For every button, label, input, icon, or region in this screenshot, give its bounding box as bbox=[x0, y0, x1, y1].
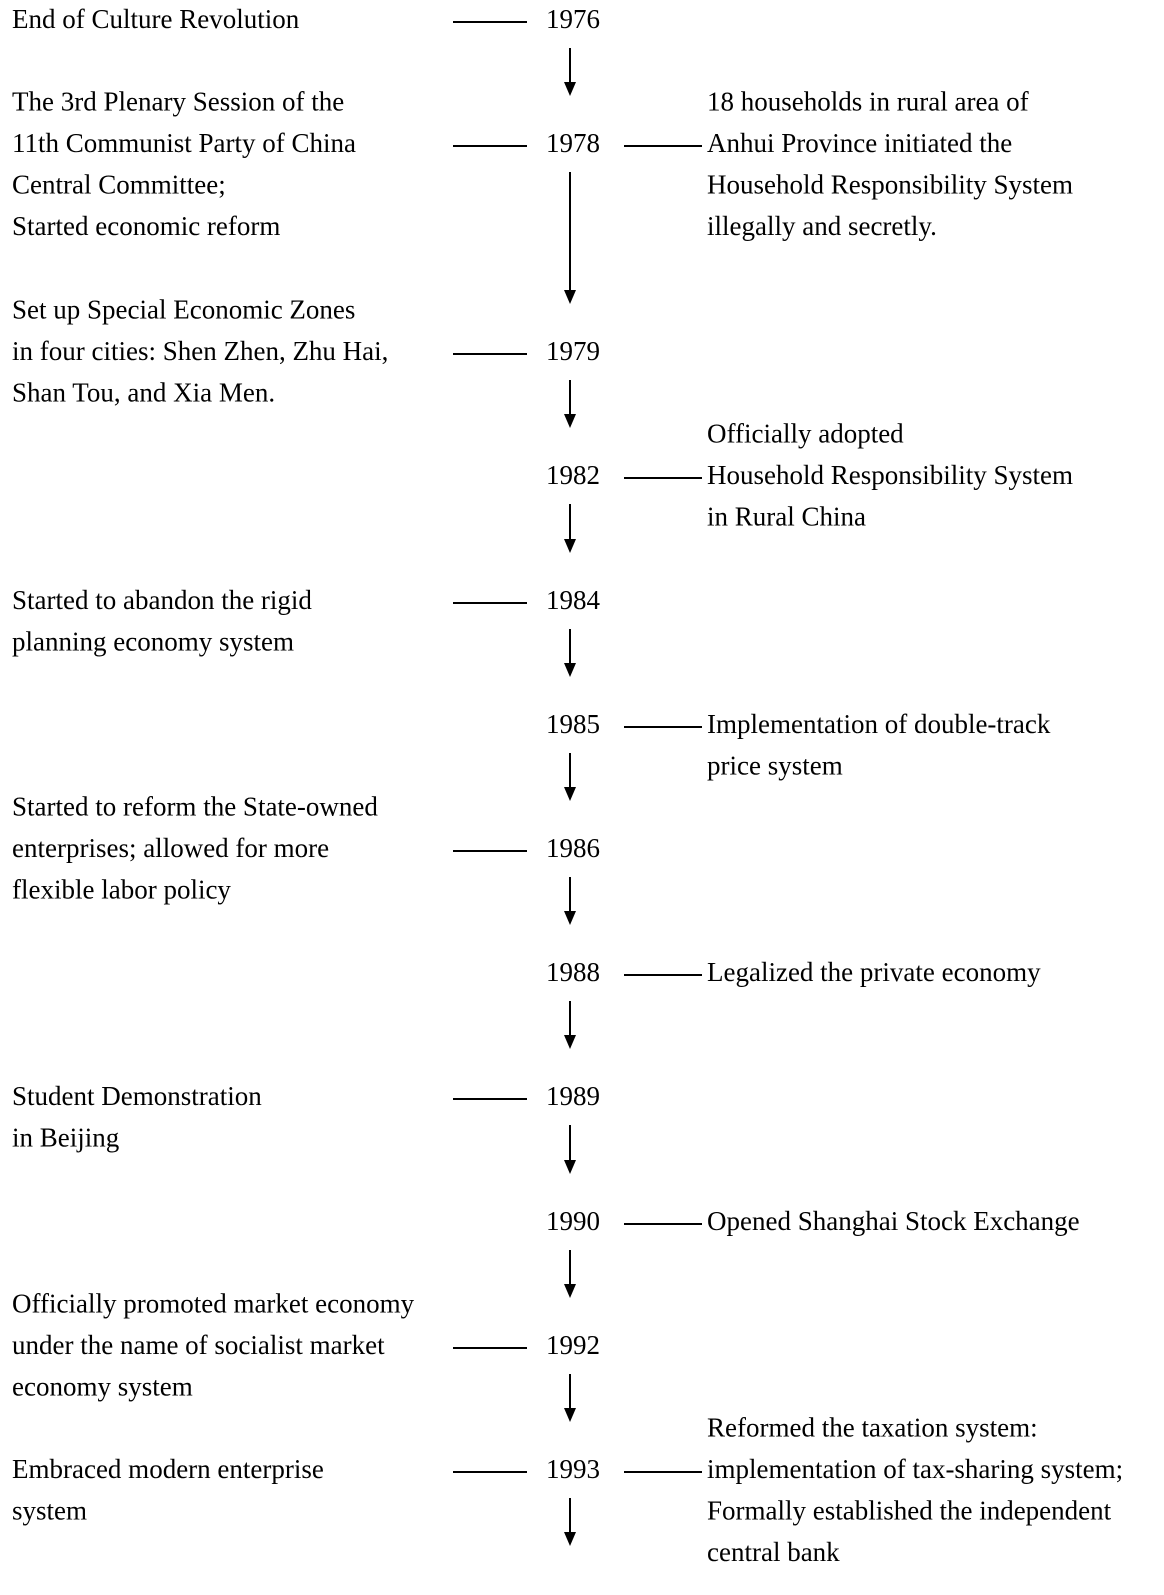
event-text: Student Demonstration bbox=[12, 1081, 262, 1111]
event-text: End of Culture Revolution bbox=[12, 4, 300, 34]
year: 1986 bbox=[546, 833, 600, 863]
event-text: Household Responsibility System bbox=[707, 170, 1073, 200]
arrow-head bbox=[564, 1035, 576, 1049]
event-text: 11th Communist Party of China bbox=[12, 128, 356, 158]
event-text: implementation of tax-sharing system; bbox=[707, 1454, 1123, 1484]
year: 1976 bbox=[546, 4, 600, 34]
event-text: Central Committee; bbox=[12, 170, 226, 200]
arrow-head bbox=[564, 787, 576, 801]
arrow-head bbox=[564, 663, 576, 677]
event-text: Reformed the taxation system: bbox=[707, 1413, 1038, 1443]
arrow-head bbox=[564, 539, 576, 553]
year: 1984 bbox=[546, 585, 601, 615]
event-text: Anhui Province initiated the bbox=[707, 128, 1012, 158]
event-text: Legalized the private economy bbox=[707, 957, 1041, 987]
arrow-head bbox=[564, 1284, 576, 1298]
arrow-head bbox=[564, 290, 576, 304]
event-text: Set up Special Economic Zones bbox=[12, 295, 355, 325]
event-text: flexible labor policy bbox=[12, 875, 231, 905]
arrow-head bbox=[564, 1160, 576, 1174]
year: 1985 bbox=[546, 709, 600, 739]
year: 1989 bbox=[546, 1081, 600, 1111]
event-text: in Rural China bbox=[707, 502, 866, 532]
event-text: under the name of socialist market bbox=[12, 1330, 385, 1360]
year: 1982 bbox=[546, 460, 600, 490]
event-text: price system bbox=[707, 751, 843, 781]
event-text: enterprises; allowed for more bbox=[12, 833, 329, 863]
year: 1978 bbox=[546, 128, 600, 158]
event-text: The 3rd Plenary Session of the bbox=[12, 87, 344, 117]
event-text: Officially adopted bbox=[707, 419, 904, 449]
event-text: planning economy system bbox=[12, 627, 294, 657]
year: 1990 bbox=[546, 1206, 600, 1236]
arrow-head bbox=[564, 911, 576, 925]
event-text: economy system bbox=[12, 1372, 193, 1402]
event-text: illegally and secretly. bbox=[707, 211, 937, 241]
year: 1992 bbox=[546, 1330, 600, 1360]
event-text: Started to reform the State-owned bbox=[12, 792, 378, 822]
event-text: in Beijing bbox=[12, 1123, 119, 1153]
event-text: Opened Shanghai Stock Exchange bbox=[707, 1206, 1080, 1236]
year: 1979 bbox=[546, 336, 600, 366]
event-text: 18 households in rural area of bbox=[707, 87, 1029, 117]
event-text: Started economic reform bbox=[12, 211, 280, 241]
year: 1993 bbox=[546, 1454, 600, 1484]
event-text: central bank bbox=[707, 1537, 840, 1567]
event-text: Implementation of double-track bbox=[707, 709, 1051, 739]
arrow-head bbox=[564, 414, 576, 428]
arrow-head bbox=[564, 1532, 576, 1546]
event-text: Started to abandon the rigid bbox=[12, 585, 312, 615]
year: 1988 bbox=[546, 957, 600, 987]
arrow-head bbox=[564, 82, 576, 96]
event-text: system bbox=[12, 1496, 87, 1526]
event-text: Officially promoted market economy bbox=[12, 1289, 415, 1319]
event-text: Shan Tou, and Xia Men. bbox=[12, 378, 275, 408]
event-text: in four cities: Shen Zhen, Zhu Hai, bbox=[12, 336, 388, 366]
event-text: Formally established the independent bbox=[707, 1496, 1112, 1526]
event-text: Household Responsibility System bbox=[707, 460, 1073, 490]
arrow-head bbox=[564, 1408, 576, 1422]
event-text: Embraced modern enterprise bbox=[12, 1454, 324, 1484]
